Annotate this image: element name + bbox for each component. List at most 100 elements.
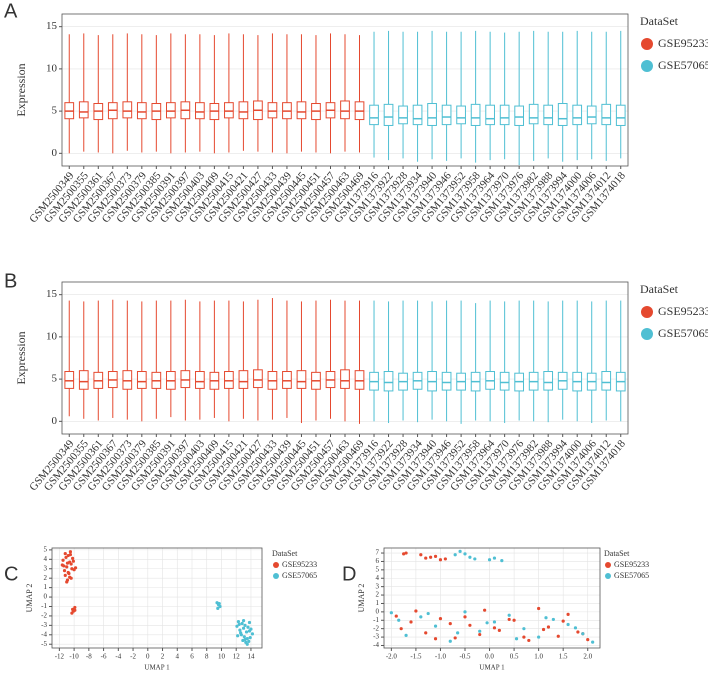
y-tick-label: 3 <box>376 582 380 590</box>
point <box>561 619 565 623</box>
box <box>136 371 147 389</box>
point <box>487 558 492 562</box>
point <box>478 629 482 633</box>
y-tick-label: -2 <box>373 624 379 632</box>
box <box>543 371 554 391</box>
point <box>433 624 438 628</box>
point <box>463 610 467 614</box>
legend-marker <box>641 60 653 72</box>
point <box>394 614 398 618</box>
x-tick-label: 4 <box>176 653 180 661</box>
point <box>424 631 428 635</box>
box <box>572 104 583 126</box>
box <box>122 370 133 390</box>
point <box>68 560 72 564</box>
point <box>247 639 251 643</box>
box <box>238 370 249 389</box>
legend-marker <box>641 38 653 50</box>
point <box>514 637 519 641</box>
y-tick-label: 4 <box>376 574 380 582</box>
point <box>546 625 551 629</box>
legend-label: GSE57065 <box>614 571 649 580</box>
legend-marker <box>273 562 279 568</box>
point <box>73 608 77 612</box>
point <box>497 628 501 632</box>
point <box>62 564 66 568</box>
x-tick-label: -2.0 <box>386 653 398 661</box>
legend-marker <box>641 328 653 340</box>
box <box>456 105 466 125</box>
box <box>398 105 408 125</box>
point <box>424 556 428 560</box>
point <box>69 576 73 580</box>
legend-title: DataSet <box>640 14 679 28</box>
point <box>443 557 447 561</box>
y-tick-label: -4 <box>41 630 47 638</box>
point <box>65 580 69 584</box>
point <box>468 623 472 627</box>
point <box>63 552 67 556</box>
y-axis-label: UMAP 2 <box>357 584 366 613</box>
y-tick-label: 10 <box>46 62 58 74</box>
x-axis-label: UMAP 1 <box>144 664 170 672</box>
panel-label: A <box>4 0 18 22</box>
box <box>514 105 525 126</box>
y-tick-label: 15 <box>46 20 58 32</box>
point <box>478 632 482 637</box>
point <box>236 634 240 638</box>
point <box>576 630 580 634</box>
point <box>463 615 467 619</box>
y-tick-label: -5 <box>41 640 47 648</box>
plot-background <box>384 548 600 648</box>
box <box>543 104 554 126</box>
point <box>586 637 590 642</box>
x-tick-label: 12 <box>233 653 241 661</box>
point <box>404 633 408 637</box>
point <box>581 632 585 636</box>
y-tick-label: 3 <box>44 564 48 572</box>
box <box>122 101 133 119</box>
box <box>499 371 510 391</box>
box <box>165 102 176 119</box>
point <box>241 619 246 623</box>
legend-label: GSE57065 <box>658 326 708 340</box>
box <box>470 103 481 126</box>
box <box>615 104 626 126</box>
y-tick-label: 5 <box>52 105 58 117</box>
box <box>267 102 278 119</box>
point <box>242 635 246 639</box>
box <box>296 370 307 389</box>
y-tick-label: 10 <box>46 330 58 342</box>
x-tick-label: -12 <box>55 653 65 661</box>
point <box>453 553 457 557</box>
legend-label: GSE95233 <box>658 36 708 50</box>
legend-label: GSE57065 <box>658 58 708 72</box>
point <box>566 612 570 616</box>
point <box>414 609 418 613</box>
point <box>507 613 511 617</box>
point <box>243 637 247 642</box>
point <box>522 627 526 631</box>
point <box>492 620 497 624</box>
y-axis-label: Expression <box>14 63 28 116</box>
point <box>492 626 497 630</box>
x-tick-label: -1.0 <box>435 653 447 661</box>
point <box>404 551 408 555</box>
box <box>253 369 263 389</box>
point <box>492 556 497 560</box>
y-tick-label: 5 <box>52 373 58 385</box>
legend-label: GSE95233 <box>282 560 317 569</box>
x-tick-label: -4 <box>115 653 121 661</box>
point <box>248 636 252 640</box>
box <box>383 371 394 392</box>
point <box>73 605 77 610</box>
y-tick-label: 2 <box>376 591 380 599</box>
y-tick-label: 0 <box>376 607 380 615</box>
x-tick-label: 0 <box>146 653 150 661</box>
x-tick-label: 1.5 <box>559 653 568 661</box>
point <box>239 631 243 635</box>
x-tick-label: -0.5 <box>459 653 471 661</box>
box <box>224 102 234 119</box>
x-tick-label: 2 <box>161 653 165 661</box>
